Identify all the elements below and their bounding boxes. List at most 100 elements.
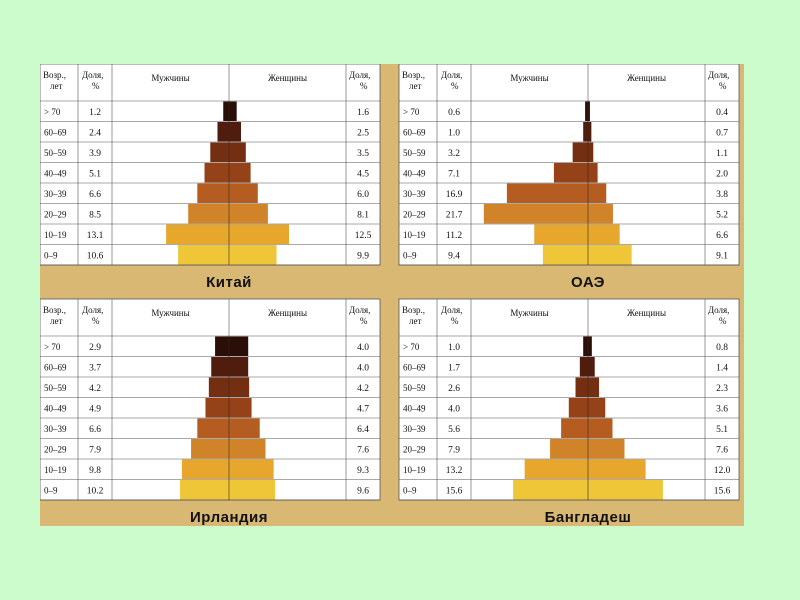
bar-men: [197, 183, 229, 203]
men-share-label: 2.4: [89, 128, 101, 138]
header-share-right-unit: %: [360, 81, 368, 91]
header-age-label: Возр.,: [43, 305, 66, 315]
bar-men: [483, 204, 588, 224]
header-men: Мужчины: [151, 73, 189, 83]
women-share-label: 7.6: [357, 445, 369, 455]
header-men: Мужчины: [510, 308, 548, 318]
population-pyramids-board: Возр., лет Доля,% Мужчины Женщины Доля,% > 70 1…: [39, 63, 744, 526]
bar-women: [588, 204, 613, 224]
bar-men: [217, 122, 229, 142]
women-share-label: 15.6: [714, 486, 731, 496]
age-group-label: > 70: [44, 342, 61, 352]
age-group-label: > 70: [403, 342, 420, 352]
bar-men: [561, 418, 588, 438]
age-group-label: 60–69: [44, 362, 67, 372]
age-group-label: 0–9: [403, 250, 417, 260]
men-share-label: 1.7: [448, 363, 460, 373]
women-share-label: 4.0: [357, 343, 369, 353]
header-share-right-label: Доля,: [349, 70, 370, 80]
women-share-label: 6.6: [716, 231, 728, 241]
men-share-label: 10.6: [87, 251, 104, 261]
bar-men: [181, 459, 229, 479]
bar-women: [588, 101, 590, 121]
age-group-label: > 70: [44, 107, 61, 117]
bar-men: [568, 398, 588, 418]
bar-men: [583, 336, 588, 356]
bar-women: [229, 459, 274, 479]
pyramid-panel-3: Возр.,лет Доля,% Мужчины Женщины Доля,% > 70 2…: [39, 298, 381, 526]
men-share-label: 1.2: [89, 108, 101, 118]
bar-women: [229, 336, 249, 356]
women-share-label: 9.1: [716, 251, 728, 261]
men-share-label: 15.6: [446, 486, 463, 496]
header-age-unit: лет: [409, 81, 421, 91]
header-age-unit: лет: [50, 81, 62, 91]
bar-men: [553, 163, 588, 183]
header-age-unit: лет: [50, 316, 62, 326]
age-group-label: 0–9: [44, 485, 58, 495]
women-share-label: 4.7: [357, 404, 369, 414]
country-title: Ирландия: [190, 509, 268, 526]
age-group-label: 0–9: [44, 250, 58, 260]
header-share-right-unit: %: [719, 316, 727, 326]
women-share-label: 3.5: [357, 149, 369, 159]
men-share-label: 3.9: [89, 149, 101, 159]
bar-women: [229, 224, 289, 244]
header-age-label: Возр.,: [43, 70, 66, 80]
bar-men: [223, 101, 229, 121]
header-men: Мужчины: [151, 308, 189, 318]
bar-men: [188, 204, 229, 224]
age-group-label: > 70: [403, 107, 420, 117]
bar-women: [588, 224, 620, 244]
men-share-label: 1.0: [448, 128, 460, 138]
header-women: Женщины: [627, 308, 666, 318]
pyramid-panel-2: Возр.,лет Доля,% Мужчины Женщины Доля,% > 70 0…: [398, 63, 740, 291]
women-share-label: 6.4: [357, 425, 369, 435]
age-group-label: 10–19: [44, 230, 67, 240]
bar-men: [204, 163, 229, 183]
bar-men: [191, 439, 229, 459]
country-title: ОАЭ: [571, 274, 605, 291]
age-group-label: 20–29: [403, 444, 426, 454]
bar-women: [229, 480, 276, 500]
bar-men: [585, 101, 588, 121]
women-share-label: 3.8: [716, 190, 728, 200]
bar-women: [229, 398, 252, 418]
header-share-left-unit: %: [92, 81, 100, 91]
bar-men: [208, 377, 229, 397]
bar-women: [229, 142, 246, 162]
bar-women: [229, 163, 251, 183]
men-share-label: 5.1: [89, 169, 101, 179]
bar-men: [210, 142, 229, 162]
bar-men: [197, 418, 229, 438]
age-group-label: 30–39: [403, 424, 426, 434]
age-group-label: 10–19: [403, 230, 426, 240]
bar-women: [588, 398, 606, 418]
pyramid-panel-1: Возр.,лет Доля,% Мужчины Женщины Доля,% > 70 1…: [39, 63, 381, 291]
age-group-label: 30–39: [44, 189, 67, 199]
bar-men: [579, 357, 588, 377]
bar-men: [583, 122, 588, 142]
header-women: Женщины: [627, 73, 666, 83]
women-share-label: 0.8: [716, 343, 728, 353]
men-share-label: 7.1: [448, 169, 460, 179]
bar-women: [588, 122, 592, 142]
bar-women: [588, 183, 607, 203]
age-group-label: 20–29: [44, 444, 67, 454]
women-share-label: 12.0: [714, 466, 731, 476]
bar-women: [229, 204, 268, 224]
women-share-label: 1.4: [716, 363, 728, 373]
bar-men: [166, 224, 229, 244]
bar-men: [534, 224, 588, 244]
age-group-label: 50–59: [44, 148, 67, 158]
women-share-label: 1.6: [357, 108, 369, 118]
men-share-label: 9.8: [89, 466, 101, 476]
bar-men: [572, 142, 588, 162]
age-group-label: 50–59: [44, 383, 67, 393]
bar-men: [542, 245, 588, 265]
header-share-right-unit: %: [719, 81, 727, 91]
men-share-label: 13.2: [446, 466, 463, 476]
men-share-label: 9.4: [448, 251, 460, 261]
women-share-label: 1.1: [716, 149, 728, 159]
